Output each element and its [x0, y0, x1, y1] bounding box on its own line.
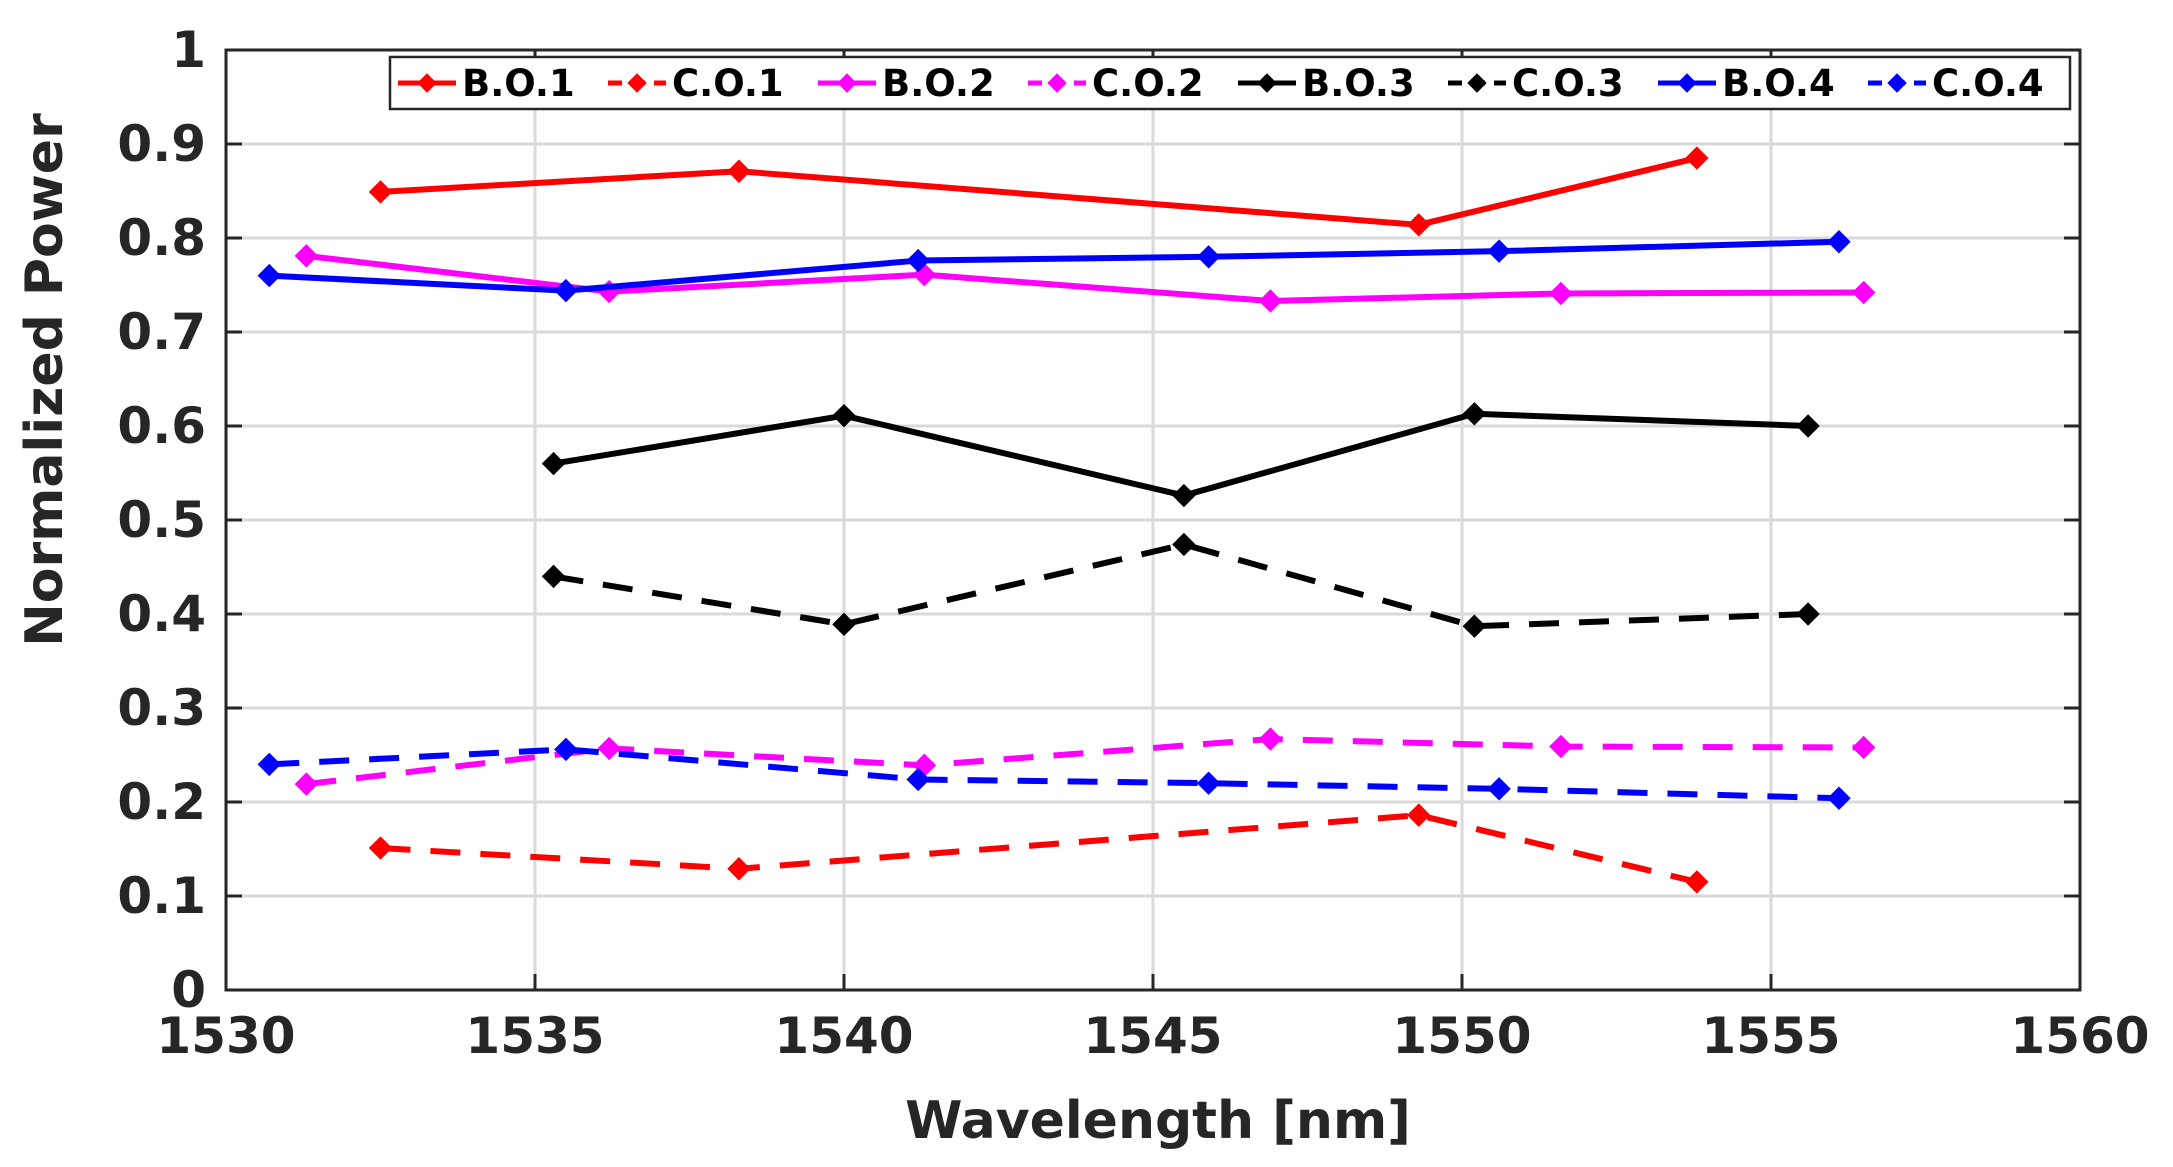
data-point-c-o-3 — [1172, 532, 1196, 557]
x-tick-label: 1545 — [1083, 1007, 1222, 1065]
x-tick-label: 1560 — [2010, 1007, 2149, 1065]
data-point-b-o-1 — [1407, 213, 1431, 237]
data-point-c-o-2 — [294, 772, 319, 796]
legend-box — [388, 55, 2072, 111]
series-line-c-o-2 — [305, 736, 1864, 788]
data-point-c-o-1 — [1407, 803, 1431, 827]
data-point-b-o-1 — [1685, 146, 1709, 170]
series-c-o-3 — [541, 532, 1820, 638]
data-point-c-o-3 — [832, 612, 856, 637]
data-point-b-o-4 — [906, 248, 930, 273]
series-b-o-3 — [541, 402, 1820, 508]
series-line-c-o-3 — [553, 541, 1809, 630]
legend-marker-b-o-2 — [837, 73, 857, 93]
legend-label-c-o-2: C.O.2 — [1092, 62, 1204, 105]
data-point-c-o-4 — [1196, 771, 1221, 795]
legend-label-c-o-3: C.O.3 — [1512, 62, 1624, 105]
legend-label-b-o-2: B.O.2 — [882, 62, 995, 105]
data-point-c-o-4 — [554, 737, 578, 762]
data-point-c-o-3 — [541, 564, 566, 589]
y-tick-label: 0 — [171, 961, 206, 1019]
y-tick-label: 0.3 — [117, 679, 206, 737]
legend-label-b-o-1: B.O.1 — [462, 62, 575, 105]
legend-marker-c-o-2 — [1047, 73, 1067, 93]
data-point-b-o-3 — [832, 403, 856, 428]
series-c-o-2 — [294, 727, 1876, 796]
x-tick-label: 1550 — [1392, 1007, 1531, 1065]
legend-label-b-o-3: B.O.3 — [1302, 62, 1415, 105]
data-point-c-o-2 — [1851, 735, 1876, 760]
data-point-c-o-4 — [257, 752, 281, 777]
data-point-b-o-4 — [1827, 230, 1851, 254]
y-tick-label: 0.8 — [117, 209, 206, 267]
data-point-b-o-4 — [1487, 239, 1511, 263]
y-tick-label: 0.2 — [117, 773, 206, 831]
data-point-b-o-4 — [554, 278, 578, 303]
series-b-o-1 — [368, 146, 1709, 237]
x-tick-label: 1530 — [156, 1007, 295, 1065]
series-line-b-o-2 — [305, 252, 1864, 304]
y-tick-label: 0.5 — [117, 491, 206, 549]
series-line-c-o-1 — [380, 812, 1698, 885]
y-tick-label: 0.9 — [117, 115, 206, 173]
grid-layer — [224, 48, 2082, 992]
data-point-c-o-2 — [597, 736, 621, 761]
data-point-c-o-1 — [1685, 870, 1709, 894]
x-axis-label: Wavelength [nm] — [905, 1091, 1411, 1151]
data-point-b-o-3 — [1796, 414, 1820, 438]
data-point-b-o-3 — [1172, 483, 1196, 508]
legend-marker-c-o-1 — [627, 73, 647, 93]
series-b-o-2 — [294, 244, 1876, 313]
y-tick-label: 0.4 — [117, 585, 206, 643]
data-point-b-o-1 — [727, 159, 751, 183]
y-axis-label: Normalized Power — [15, 113, 75, 647]
legend-marker-c-o-4 — [1887, 73, 1907, 93]
data-point-c-o-4 — [1827, 786, 1851, 810]
x-tick-label: 1555 — [1701, 1007, 1840, 1065]
data-point-b-o-2 — [294, 244, 319, 268]
x-tick-label: 1535 — [465, 1007, 604, 1065]
y-tick-label: 1 — [171, 21, 206, 79]
data-point-b-o-1 — [368, 180, 393, 204]
data-point-c-o-4 — [1487, 777, 1511, 801]
data-point-b-o-2 — [1851, 280, 1876, 305]
data-point-b-o-4 — [257, 263, 281, 288]
data-point-b-o-4 — [1196, 245, 1221, 269]
data-point-b-o-2 — [1549, 281, 1573, 306]
legend-label-b-o-4: B.O.4 — [1722, 62, 1835, 105]
x-tick-label: 1540 — [774, 1007, 913, 1065]
series-b-o-4 — [257, 230, 1851, 303]
data-point-b-o-2 — [1258, 289, 1283, 313]
y-tick-label: 0.7 — [117, 303, 206, 361]
legend-marker-b-o-1 — [417, 73, 437, 93]
data-point-c-o-2 — [1258, 727, 1283, 751]
tick-layer: 1530 1535 1540 1545 1550 1555 1560 0 0.1 0.2 0.3 0.… — [117, 21, 2149, 1065]
legend-marker-b-o-4 — [1677, 73, 1697, 93]
series-line-b-o-4 — [269, 238, 1840, 294]
series-line-b-o-1 — [380, 155, 1698, 228]
data-point-b-o-3 — [541, 451, 566, 476]
legend-marker-b-o-3 — [1257, 73, 1277, 93]
legend-label-c-o-1: C.O.1 — [672, 62, 784, 105]
y-tick-label: 0.6 — [117, 397, 206, 455]
data-point-c-o-3 — [1796, 602, 1820, 626]
legend-label-c-o-4: C.O.4 — [1932, 62, 2044, 105]
series-c-o-4 — [257, 737, 1851, 810]
data-point-c-o-1 — [727, 857, 751, 881]
legend-marker-c-o-3 — [1467, 73, 1487, 93]
data-point-c-o-1 — [368, 836, 393, 860]
data-point-c-o-3 — [1462, 614, 1487, 638]
series-layer — [257, 146, 1876, 894]
data-point-c-o-4 — [906, 767, 930, 792]
data-point-c-o-2 — [1549, 734, 1573, 759]
y-tick-label: 0.1 — [117, 867, 206, 925]
series-c-o-1 — [368, 803, 1709, 894]
data-point-b-o-3 — [1462, 402, 1487, 426]
legend: B.O.1 C.O.1 B.O.2 C.O.2 B.O.3 C.O.3 B.O.4 C.O.4 — [388, 55, 2072, 111]
